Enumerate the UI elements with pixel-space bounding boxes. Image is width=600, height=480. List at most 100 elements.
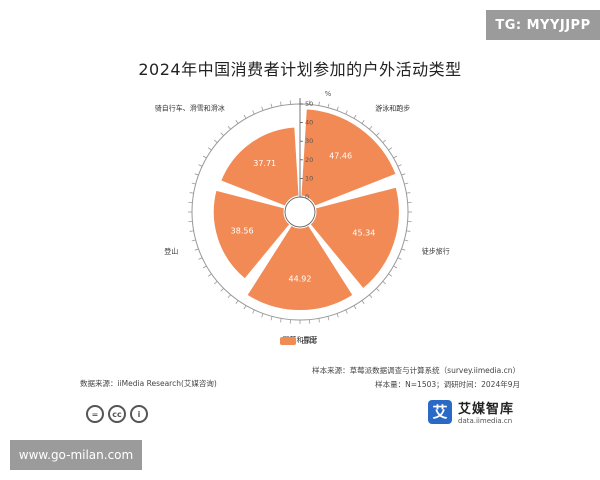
angle-tick xyxy=(397,257,402,260)
angle-tick xyxy=(227,125,231,130)
angle-tick xyxy=(194,173,199,176)
angle-tick xyxy=(369,294,373,299)
radial-tick-label: 30 xyxy=(305,137,313,145)
angle-tick xyxy=(336,106,339,111)
angle-tick xyxy=(401,173,406,176)
angle-tick xyxy=(388,273,392,277)
angle-tick xyxy=(393,265,398,269)
angle-tick xyxy=(235,300,239,304)
angle-tick xyxy=(252,309,255,314)
angle-tick xyxy=(243,305,247,310)
sample-source: 样本来源：草莓派数据调查与计算系统（survey.iimedia.cn） xyxy=(312,366,520,375)
angle-tick xyxy=(208,147,212,151)
angle-tick xyxy=(336,313,339,318)
angle-tick xyxy=(198,257,203,260)
brand-site: data.iimedia.cn xyxy=(458,417,513,425)
watermark-bottom-badge: www.go-milan.com xyxy=(10,440,142,470)
angle-tick xyxy=(261,313,264,318)
angle-tick xyxy=(353,305,357,310)
brand-logo-icon: 艾 xyxy=(428,399,452,424)
radial-tick-label: 10 xyxy=(305,174,313,182)
sample-info: 样本量：N=1503；调研时间：2024年9月 xyxy=(375,380,520,389)
legend-label: 占比 xyxy=(301,336,317,345)
brand-name: 艾媒智库 xyxy=(458,402,515,417)
category-label: 骑自行车、滑雪和滑冰 xyxy=(155,103,225,112)
category-label: 登山 xyxy=(164,247,178,256)
angle-tick xyxy=(243,114,247,119)
radial-tick-label: 20 xyxy=(305,156,313,164)
angle-tick xyxy=(406,230,411,232)
bar-segment xyxy=(220,126,300,207)
angle-tick xyxy=(361,300,365,304)
bar-segment xyxy=(246,224,354,312)
watermark-top-badge: TG: MYYJJPP xyxy=(486,10,600,40)
angle-tick xyxy=(220,288,224,292)
angle-tick xyxy=(220,132,224,136)
brand-block: 艾 艾媒智库 data.iimedia.cn xyxy=(428,398,514,425)
category-label: 野营和露营 xyxy=(283,335,318,344)
radial-axis-unit: % xyxy=(325,90,332,98)
value-label: 47.46 xyxy=(329,152,352,161)
polar-inner-ring xyxy=(284,196,316,228)
bar-segment xyxy=(212,189,291,280)
angle-tick xyxy=(376,132,380,136)
angle-tick xyxy=(189,192,194,194)
bar-segment xyxy=(309,186,400,290)
angle-tick xyxy=(235,120,239,124)
angle-tick xyxy=(382,281,387,285)
angle-tick xyxy=(189,230,194,232)
angle-tick xyxy=(353,114,357,119)
angle-tick xyxy=(404,239,409,242)
cc-license-icons: = cc i xyxy=(86,405,148,423)
angle-tick xyxy=(270,103,273,108)
angle-tick xyxy=(194,248,199,251)
angle-tick xyxy=(382,139,387,143)
angle-tick xyxy=(327,103,330,108)
bar-segment xyxy=(300,108,397,207)
value-label: 37.71 xyxy=(253,159,276,168)
cc-icon: cc xyxy=(108,405,126,423)
angle-tick xyxy=(213,139,218,143)
angle-tick xyxy=(208,273,212,277)
angle-tick xyxy=(280,101,282,106)
angle-tick xyxy=(318,318,320,323)
data-source: 数据来源：iiMedia Research(艾媒咨询) xyxy=(80,379,217,388)
angle-tick xyxy=(227,294,231,299)
angle-tick xyxy=(401,248,406,251)
value-label: 38.56 xyxy=(231,226,254,235)
chart-legend[interactable]: 占比 xyxy=(280,335,317,346)
angle-tick xyxy=(202,265,207,269)
angle-tick xyxy=(327,316,330,321)
angle-tick xyxy=(318,101,320,106)
radial-tick-label: 0 xyxy=(305,193,309,201)
chart-title: 2024年中国消费者计划参加的户外活动类型 xyxy=(138,60,462,79)
cc-by-icon: i xyxy=(130,405,148,423)
angle-tick xyxy=(261,106,264,111)
footer-right: 样本来源：草莓派数据调查与计算系统（survey.iimedia.cn） 样本量… xyxy=(312,364,520,392)
angle-tick xyxy=(369,125,373,130)
angle-tick xyxy=(345,309,348,314)
angle-tick xyxy=(361,120,365,124)
angle-tick xyxy=(202,155,207,159)
angle-tick xyxy=(404,182,409,185)
cc-nd-icon: = xyxy=(86,405,104,423)
legend-swatch xyxy=(280,336,296,345)
angle-tick xyxy=(393,155,398,159)
value-label: 45.34 xyxy=(352,228,375,237)
angle-tick xyxy=(280,318,282,323)
angle-tick xyxy=(376,288,380,292)
radial-tick-label: 40 xyxy=(305,119,313,127)
angle-tick xyxy=(397,164,402,167)
angle-tick xyxy=(198,164,203,167)
angle-tick xyxy=(213,281,218,285)
angle-tick xyxy=(406,192,411,194)
category-label: 徒步旅行 xyxy=(422,247,450,256)
angle-tick xyxy=(345,110,348,115)
angle-tick xyxy=(191,239,196,242)
category-label: 游泳和跑步 xyxy=(375,103,410,112)
radial-tick-label: 50 xyxy=(305,100,313,108)
angle-tick xyxy=(270,316,273,321)
angle-tick xyxy=(388,147,392,151)
angle-tick xyxy=(191,182,196,185)
